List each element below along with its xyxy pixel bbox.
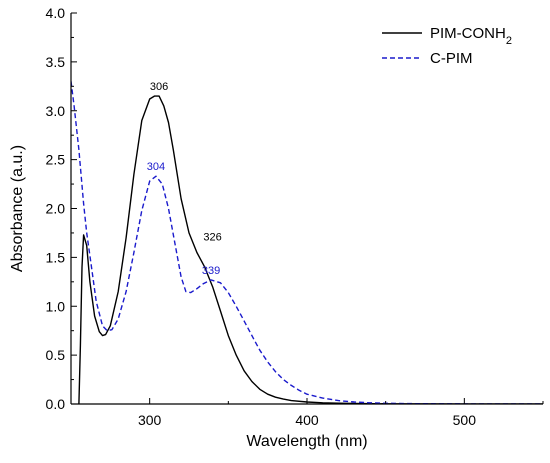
x-tick-label: 400 [295, 412, 319, 428]
x-tick-label: 300 [138, 412, 162, 428]
series-line-c-pim [71, 81, 543, 404]
series-line-pim-conh2 [78, 95, 543, 404]
legend-label: C-PIM [430, 50, 473, 67]
peak-label: 304 [147, 161, 165, 173]
y-tick-label: 0.5 [46, 347, 66, 363]
y-tick-label: 1.5 [46, 249, 66, 265]
y-tick-label: 3.5 [46, 54, 66, 70]
y-tick-label: 1.0 [46, 298, 66, 314]
y-tick-label: 4.0 [46, 5, 66, 21]
y-tick-label: 0.0 [46, 396, 66, 412]
y-tick-label: 3.0 [46, 103, 66, 119]
peak-label: 339 [202, 265, 220, 277]
peak-label: 306 [150, 81, 168, 93]
legend: PIM-CONH2 C-PIM [382, 25, 512, 67]
legend-label: PIM-CONH2 [430, 25, 512, 47]
x-tick-label: 500 [453, 412, 477, 428]
y-tick-label: 2.5 [46, 152, 66, 168]
axes: 0.0 0.5 1.0 1.5 2.0 2.5 3.0 3.5 4.0 300 400 500 Wave… [9, 5, 544, 450]
peak-label: 326 [203, 231, 221, 243]
x-axis-title: Wavelength (nm) [246, 433, 367, 450]
plot-area [71, 81, 543, 404]
y-tick-label: 2.0 [46, 201, 66, 217]
y-axis-title: Absorbance (a.u.) [9, 145, 26, 272]
